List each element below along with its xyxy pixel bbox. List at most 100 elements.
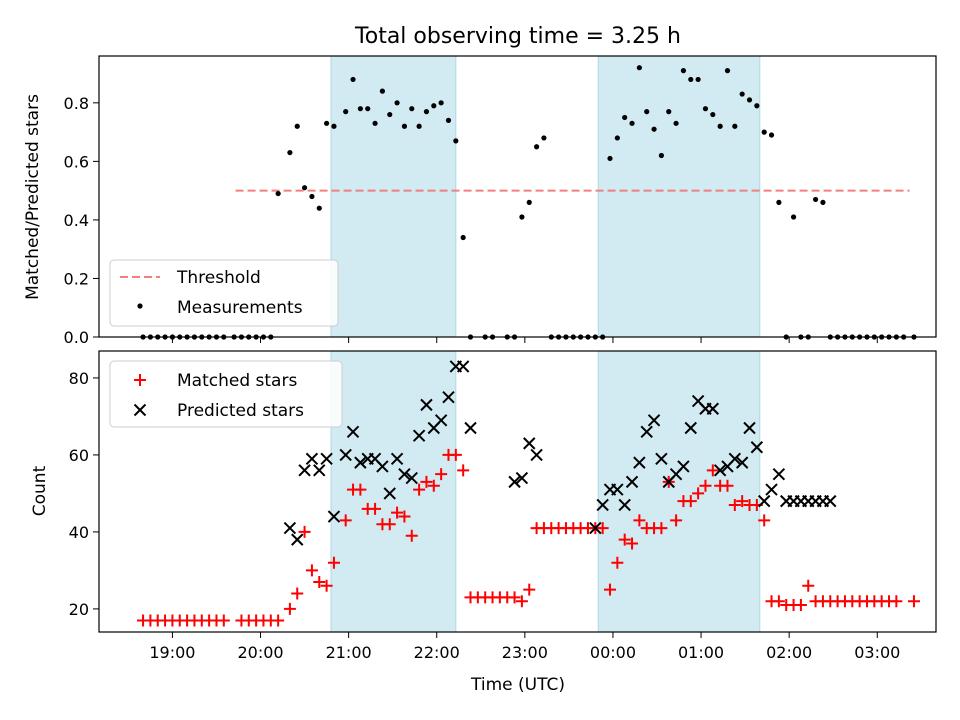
matched-point: [618, 533, 631, 546]
top-panel: 0.00.20.40.60.8 Matched/Predicted stars …: [23, 55, 937, 347]
predicted-point: [596, 498, 609, 512]
measurement-point: [768, 132, 775, 138]
x-tick-label: 20:00: [237, 643, 283, 662]
matched-point: [354, 483, 367, 496]
predicted-point: [283, 521, 297, 535]
top-y-ticks: 0.0 0.2 0.4 0.6 0.8: [64, 94, 99, 347]
measurement-point: [526, 199, 532, 205]
measurement-point: [324, 120, 330, 126]
legend-threshold-label: Threshold: [176, 268, 261, 288]
predicted-points: [283, 360, 837, 546]
x-tick-label: 23:00: [502, 643, 548, 662]
predicted-point: [824, 494, 837, 508]
shaded-span: [330, 55, 457, 338]
matched-point: [291, 587, 304, 600]
legend-matched-label: Matched stars: [177, 371, 297, 391]
matched-point: [420, 475, 433, 488]
y-tick-label: 0.2: [64, 269, 89, 288]
matched-point: [596, 522, 609, 535]
predicted-point: [339, 448, 352, 462]
measurement-point: [776, 199, 782, 205]
predicted-point: [442, 390, 455, 404]
measurement-point: [754, 103, 760, 109]
measurement-point: [431, 103, 437, 109]
predicted-point: [305, 452, 319, 465]
predicted-point: [618, 498, 631, 512]
predicted-point: [383, 487, 396, 500]
measurement-point: [702, 106, 709, 112]
measurement-point: [651, 126, 657, 132]
measurement-point: [820, 199, 826, 205]
predicted-point: [647, 414, 661, 427]
predicted-point: [420, 398, 433, 412]
measurement-point: [636, 65, 642, 71]
measurement-point: [519, 214, 525, 220]
measurement-point: [294, 123, 300, 129]
measurement-point: [790, 214, 797, 220]
matched-point: [383, 518, 396, 531]
shaded-span: [597, 55, 761, 338]
matched-point: [604, 583, 617, 596]
matched-point: [626, 537, 639, 550]
predicted-point: [757, 494, 771, 508]
measurement-point: [746, 97, 753, 103]
matched-point: [327, 556, 340, 569]
measurement-point: [387, 111, 393, 118]
chart-title: Total observing time = 3.25 h: [354, 24, 681, 49]
measurement-point: [658, 152, 665, 159]
top-axes-frame: [98, 55, 937, 338]
measurement-point: [732, 123, 738, 129]
x-axis-label: Time (UTC): [470, 675, 565, 695]
matched-point: [508, 591, 521, 604]
predicted-point: [405, 471, 418, 485]
predicted-point: [291, 533, 304, 546]
y-tick-label: 0.8: [64, 94, 89, 113]
measurement-point: [309, 193, 315, 200]
predicted-point: [298, 464, 311, 477]
x-tick-label: 03:00: [854, 643, 900, 662]
matched-point: [611, 556, 624, 569]
measurement-point: [379, 88, 386, 94]
predicted-point: [523, 437, 536, 450]
matched-point: [802, 579, 815, 592]
measurement-point: [533, 144, 540, 150]
measurement-point: [710, 111, 716, 118]
measurement-point: [343, 109, 349, 115]
predicted-point: [706, 402, 720, 415]
x-tick-label: 21:00: [326, 643, 372, 662]
matched-point: [721, 479, 734, 492]
predicted-point: [456, 360, 470, 373]
y-tick-label: 0.0: [64, 328, 89, 347]
matched-point: [728, 498, 741, 511]
legend-measurements-swatch: [137, 303, 143, 309]
measurement-point: [445, 117, 452, 123]
matched-point: [313, 575, 326, 588]
matched-point: [369, 502, 382, 515]
predicted-point: [713, 464, 727, 477]
matched-point: [449, 448, 462, 461]
predicted-point: [320, 452, 333, 465]
predicted-point: [376, 460, 389, 473]
matched-point: [736, 495, 749, 508]
matched-point: [772, 595, 785, 608]
bottom-y-axis-label: Count: [30, 465, 50, 516]
predicted-point: [515, 471, 529, 485]
measurement-point: [629, 120, 635, 126]
x-tick-label: 01:00: [678, 643, 724, 662]
y-tick-label: 20: [69, 600, 89, 619]
y-tick-label: 0.4: [64, 211, 89, 230]
top-x-ticks: [171, 337, 878, 343]
measurement-point: [673, 120, 679, 126]
measurement-point: [350, 76, 356, 83]
top-y-axis-label: Matched/Predicted stars: [23, 94, 43, 300]
measurement-point: [372, 120, 378, 126]
predicted-point: [625, 475, 639, 489]
predicted-point: [346, 425, 360, 439]
measurement-point: [301, 185, 308, 191]
predicted-point: [313, 464, 326, 477]
predicted-point: [434, 414, 448, 427]
measurement-point: [287, 149, 293, 156]
bottom-axes-frame: [98, 350, 937, 633]
y-tick-label: 80: [69, 369, 89, 388]
